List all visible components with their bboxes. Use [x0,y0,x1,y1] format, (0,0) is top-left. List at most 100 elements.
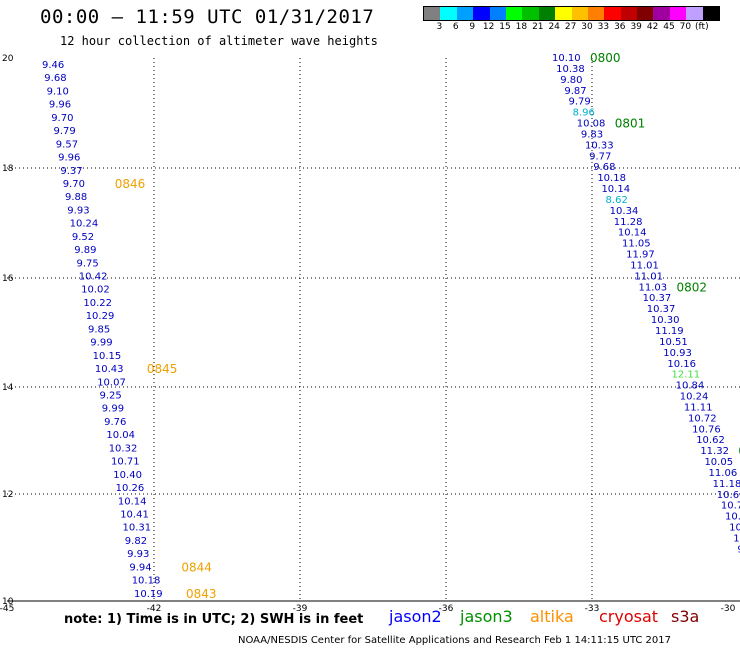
wave-height-value: 10.38 [556,64,585,75]
wave-height-value: 10.62 [696,435,725,446]
wave-height-value: 10.19 [134,589,163,600]
color-swatch [686,7,703,20]
color-swatch [604,7,621,20]
wave-height-value: 10.37 [647,304,676,315]
wave-height-value: 10.31 [123,523,152,534]
color-swatch [620,7,638,20]
wave-height-value: 8.62 [606,195,628,206]
x-tick-label: -30 [721,604,736,614]
wave-height-value: 9.80 [560,75,582,86]
wave-height-value: 10.84 [676,381,705,392]
color-scale-tick: 12 [482,22,495,32]
wave-height-value: 10.40 [113,470,142,481]
wave-height-value: 9.89 [74,245,96,256]
wave-height-value: 10.14 [601,184,630,195]
axis-tick-labels: -45 -42 -39 -36 -33 -30 20 18 16 14 12 10 [0,54,736,614]
wave-height-value: 9.88 [65,192,87,203]
wave-height-value: 11.03 [639,282,668,293]
wave-height-value: 10.07 [97,377,126,388]
wave-height-value: 10.22 [83,298,112,309]
color-scale-tick: 24 [548,22,560,32]
color-swatch [489,7,506,20]
wave-height-value: 9.87 [564,86,586,97]
wave-height-value: 10.30 [651,315,680,326]
wave-height-value: 10.14 [118,496,147,507]
wave-height-value: 9.96 [58,153,80,164]
wave-height-value: 10.34 [610,206,639,217]
page-title: 00:00 – 11:59 UTC 01/31/2017 [40,6,375,28]
wave-height-value: 10.66 [717,490,740,501]
wave-height-value: 11.05 [622,239,651,250]
wave-height-value: 9.93 [127,549,149,560]
wave-height-value: 10.42 [79,272,108,283]
wave-height-value: 10.15 [93,351,122,362]
pass-time-label: 0802 [677,280,708,294]
color-scale-bar [423,6,721,21]
color-scale-tick: 45 [663,22,675,32]
wave-height-value: 10.04 [106,430,135,441]
color-swatch [571,7,588,20]
pass-time-label: 0800 [590,51,621,65]
wave-height-value: 10.76 [692,424,721,435]
color-swatch [424,7,441,20]
wave-height-value: 9.77 [589,151,611,162]
wave-height-value: 9.68 [44,73,66,84]
color-scale-unit: (ft) [695,22,709,32]
color-scale-tick: 6 [452,22,459,32]
wave-height-value: 9.68 [593,162,615,173]
wave-height-value: 9.7 [737,544,740,555]
color-scale-tick: 36 [614,22,626,32]
color-swatch [538,7,556,20]
pass-time-label: 0845 [147,362,178,376]
wave-height-value: 11.32 [700,446,729,457]
wave-height-value: 9.10 [47,86,69,97]
color-scale-tick: 9 [469,22,476,32]
legend-s3a: s3a [671,607,700,626]
wave-height-value: 9.99 [102,404,124,415]
wave-height-value: 9.70 [51,113,73,124]
wave-height-value: 10.24 [70,219,99,230]
wave-height-value: 10.51 [659,337,688,348]
wave-height-value: 11.06 [709,468,738,479]
color-scale-tick: 18 [515,22,528,32]
wave-height-value: 9.37 [60,166,82,177]
pass-time-label: 0844 [181,560,212,574]
wave-height-value: 10.08 [577,119,606,130]
wave-height-value: 10.77 [721,501,740,512]
color-swatch [669,7,687,20]
wave-height-value: 11.97 [626,250,655,261]
wave-height-value: 11.01 [634,271,663,282]
wave-height-value: 9.75 [77,258,99,269]
wave-height-value: 10.02 [81,285,110,296]
x-tick-label: -45 [0,604,14,614]
x-tick-label: -42 [147,604,162,614]
wave-height-value: 10.5 [733,533,740,544]
color-swatch [555,7,572,20]
color-scale-tick: 15 [499,22,511,32]
x-tick-label: -39 [293,604,308,614]
wave-height-value: 10.41 [120,509,149,520]
wave-height-value: 10.16 [667,359,696,370]
altimeter-tracks: 9.469.689.109.969.709.799.579.969.379.70… [42,51,740,601]
wave-height-value: 9.79 [54,126,76,137]
color-swatch [456,7,474,20]
wave-height-value: 9.94 [129,562,151,573]
color-swatch [587,7,605,20]
wave-height-value: 10.33 [585,140,614,151]
wave-height-value: 10.26 [116,483,145,494]
legend-cryosat: cryosat [599,607,659,626]
wave-height-value: 11.01 [630,260,659,271]
altimeter-track: 9.46 9.68 9.10 9.96 9.70 9.79 9.57 9.96 9.37 9.70… [42,60,217,601]
pass-time-label: 08 [738,444,740,458]
color-swatch [440,7,457,20]
y-tick-label: 16 [2,274,14,284]
footer-credit: NOAA/NESDIS Center for Satellite Applica… [238,635,671,646]
color-swatch [522,7,539,20]
wave-height-value: 10.71 [111,457,140,468]
color-swatch [637,7,654,20]
wave-height-value: 10.37 [643,293,672,304]
wave-height-value: 10.47 [729,523,740,534]
color-swatch [702,7,720,20]
